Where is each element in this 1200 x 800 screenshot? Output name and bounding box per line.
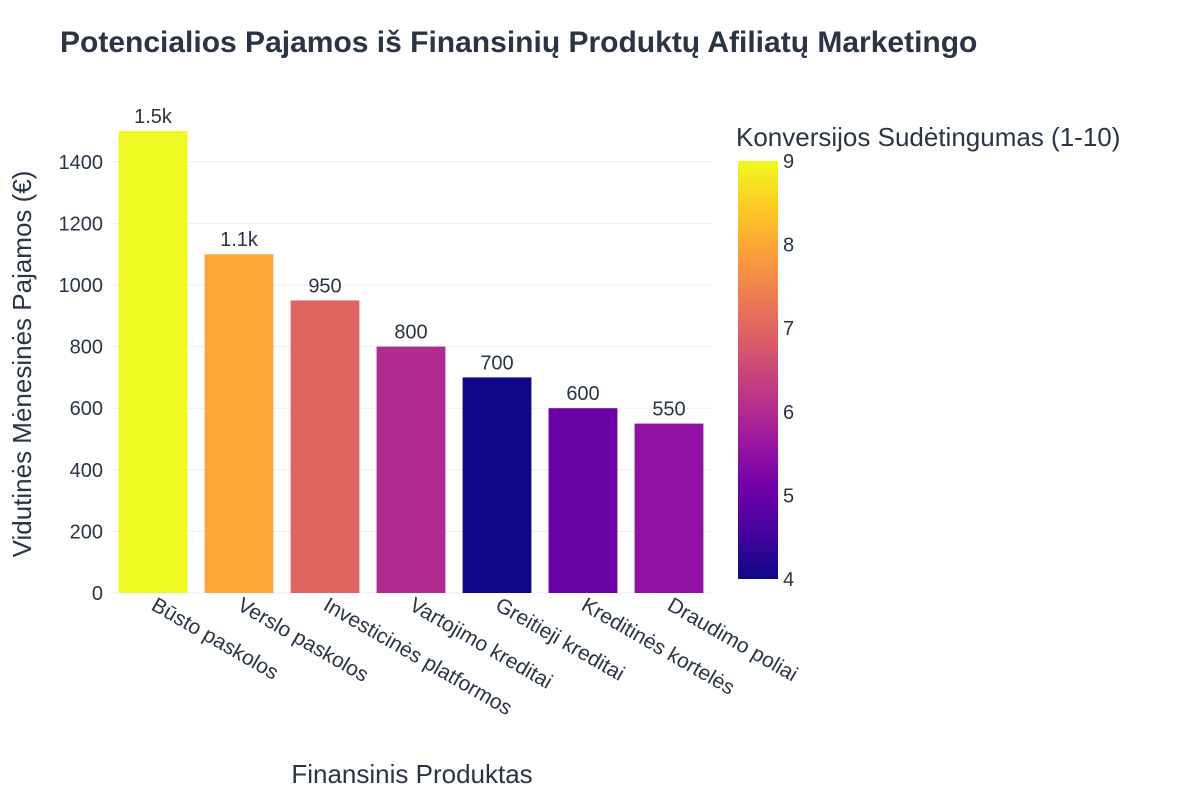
bar-value-label: 1.1k: [220, 229, 259, 251]
colorbar-gradient: [738, 161, 778, 579]
bar-value-labels: 1.5k 1.1k 950 800 700 600 550: [134, 106, 686, 421]
bar: [118, 131, 188, 593]
y-tick-label: 400: [70, 460, 103, 482]
bar: [290, 300, 360, 593]
bar-value-label: 600: [566, 383, 599, 405]
bar-value-label: 700: [480, 352, 513, 374]
colorbar-tick-label: 4: [783, 569, 794, 591]
colorbar-tick-label: 7: [783, 318, 794, 340]
chart-title: Potencialios Pajamos iš Finansinių Produ…: [60, 26, 977, 59]
bar: [204, 254, 274, 593]
bar-value-label: 800: [394, 322, 427, 344]
colorbar-ticks: 4 5 6 7 8 9: [783, 151, 794, 591]
y-tick-label: 200: [70, 521, 103, 543]
bar: [462, 377, 532, 593]
y-tick-label: 1400: [59, 152, 104, 174]
colorbar-tick-label: 9: [783, 151, 794, 173]
y-tick-label: 600: [70, 398, 103, 420]
y-axis-title: Vidutinės Mėnesinės Pajamos (€): [7, 171, 37, 558]
bar: [634, 423, 704, 593]
bar: [548, 408, 618, 593]
colorbar-title: Konversijos Sudėtingumas (1-10): [736, 122, 1120, 152]
x-tick-label: Vartojimo kreditai: [406, 593, 557, 693]
x-axis-title: Finansinis Produktas: [291, 759, 532, 789]
y-axis-ticks: 0 200 400 600 800 1000 1200 1400: [59, 152, 104, 605]
y-tick-label: 1200: [59, 213, 104, 235]
bar-value-label: 1.5k: [134, 106, 173, 128]
colorbar: Konversijos Sudėtingumas (1-10) 4 5 6 7 8 9: [736, 122, 1120, 591]
y-tick-label: 1000: [59, 275, 104, 297]
y-tick-label: 0: [92, 583, 103, 605]
y-tick-label: 800: [70, 337, 103, 359]
bar-value-label: 550: [652, 399, 685, 421]
bars: [118, 131, 704, 593]
x-tick-label: Kreditinės kortelės: [578, 593, 739, 699]
bar: [376, 346, 446, 593]
colorbar-tick-label: 8: [783, 235, 794, 257]
bar-value-label: 950: [308, 275, 341, 297]
colorbar-tick-label: 5: [783, 485, 794, 507]
colorbar-tick-label: 6: [783, 402, 794, 424]
